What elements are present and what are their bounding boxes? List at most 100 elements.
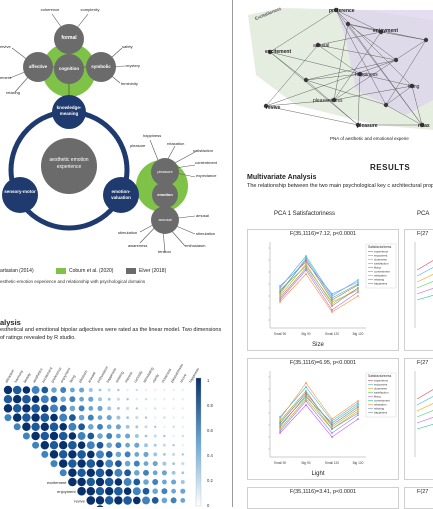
corr-cell (124, 460, 131, 467)
pca2-series-line (416, 417, 433, 424)
corr-col-label: harmony (14, 369, 25, 383)
corr-cell (95, 486, 105, 496)
corr-cell (132, 487, 141, 496)
pca-series-point (305, 400, 307, 402)
net-node-enjoyment: enjoyment (373, 28, 399, 34)
corr-scale-tick: 0.4 (207, 453, 213, 458)
pca2-series-line (416, 281, 433, 289)
corr-cell (125, 442, 130, 448)
pca-series-point (305, 273, 307, 275)
pca2-line-chart (414, 242, 433, 328)
network-edge (333, 31, 382, 101)
corr-col-label: closeness (161, 367, 173, 383)
corr-cell (181, 388, 184, 392)
pca-series-line (279, 398, 359, 430)
corr-cell (59, 423, 67, 431)
legend-row: artasian (2014) (0, 268, 34, 274)
top-word-coherence: coherence (40, 7, 60, 12)
corr-cell (77, 441, 86, 449)
corr-cell (143, 451, 149, 457)
pca2-chart-panel: F(27 (404, 229, 433, 351)
pca2-series-line (416, 274, 433, 283)
pca2-series-line (416, 396, 433, 406)
corr-cell (104, 496, 114, 505)
network-node (393, 57, 399, 63)
legend-swatch-gray (126, 268, 136, 274)
corr-cell (31, 404, 40, 413)
pca-series-point (331, 422, 333, 424)
corr-diagonal-cell (86, 496, 96, 505)
corr-cell (144, 416, 148, 419)
pca-series-point (305, 398, 307, 400)
corr-cell (68, 422, 77, 431)
sensory-motor-label: sensory-motor (4, 189, 36, 194)
corr-cell (181, 453, 184, 456)
corr-cell (134, 434, 139, 438)
corr-col-label: happiness (188, 367, 200, 383)
corr-cell (77, 477, 86, 487)
pca-series-point (357, 406, 359, 408)
corr-cell (49, 422, 59, 432)
corr-cell (22, 422, 31, 432)
corr-cell (144, 398, 148, 401)
pca-line-chart: Small 90 Big 90 Small 120 Big 120 Satisfacto… (268, 371, 397, 477)
corr-cell (86, 459, 96, 468)
pca-series-point (305, 390, 307, 392)
corr-cell (181, 398, 184, 401)
pca-legend-item: experience (374, 379, 389, 383)
corr-cell (181, 471, 185, 475)
network-caption: PNA of aesthetic and emotional experie (330, 136, 409, 141)
pca-chart-stat: F(35,1116)=3.41, p<0.0001 (289, 489, 357, 495)
sensory-motor-node (2, 177, 38, 213)
corr-cell (97, 433, 103, 439)
corr-col-label: curiosity (133, 370, 143, 384)
analysis-body: esthetical and emotional bipolar adjecti… (0, 327, 222, 341)
pca-series-point (331, 305, 333, 307)
corr-cell (172, 462, 176, 465)
corr-cell (106, 424, 112, 430)
corr-cell (95, 477, 105, 487)
corr-cell (163, 398, 166, 401)
cluster-word-tension: tension (158, 249, 171, 254)
corr-cell (86, 477, 96, 487)
corr-cell (97, 423, 103, 430)
corr-cell (41, 404, 49, 413)
formal-node (54, 24, 84, 54)
pca-series-point (357, 279, 359, 281)
corr-cell (106, 415, 112, 421)
pca-series-point (279, 432, 281, 434)
pca-series-point (331, 309, 333, 311)
corr-cell (97, 405, 103, 411)
pca-series-point (331, 293, 333, 295)
pca-series-point (331, 428, 333, 430)
corr-cell (180, 498, 186, 503)
right-word-1: safety (122, 44, 133, 49)
corr-cell (77, 459, 86, 468)
pca-chart-stat: F(35,1116)=6.95, p<0.0001 (289, 360, 357, 366)
corr-cell (86, 468, 96, 477)
corr-cell (153, 443, 157, 447)
symbolic-node (86, 52, 116, 82)
network-edge (357, 73, 361, 126)
corr-cell (96, 459, 104, 468)
corr-cell (126, 398, 129, 401)
pca-legend-item: enjoyment (374, 254, 388, 258)
pca-legend-item: enjoyment (374, 383, 388, 387)
corr-col-label: happiness (106, 367, 118, 383)
corr-cell (134, 442, 140, 448)
corr-cell (59, 441, 68, 450)
corr-cell (13, 423, 21, 431)
pca-chart-panel: F(35,1116)=6.95, p<0.0001 Small 90 Big 90 S… (247, 358, 399, 480)
cognition-label: cognition (58, 66, 80, 71)
corr-cell (172, 452, 176, 456)
corr-cell (114, 486, 123, 496)
pca-x-tick: Big 90 (301, 332, 310, 336)
pca-x-tick: Big 90 (301, 461, 310, 465)
corr-col-label: attraction (4, 369, 15, 384)
corr-cell (123, 478, 132, 486)
corr-cell (123, 496, 132, 505)
network-node (423, 37, 429, 43)
pca-series-point (357, 410, 359, 412)
net-node-liking: liking (408, 84, 420, 90)
pca-col1-title: PCA 1 Satisfactoriness (274, 211, 336, 217)
